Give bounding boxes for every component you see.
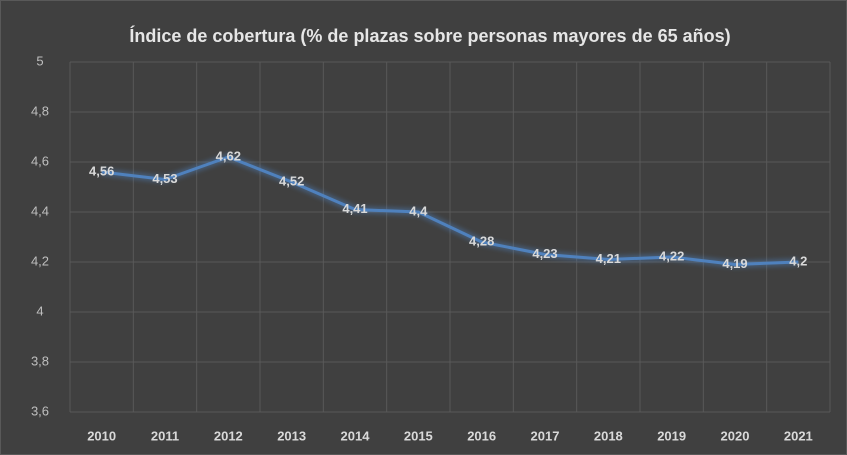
x-tick-label: 2013 (277, 428, 306, 443)
x-tick-label: 2014 (341, 428, 371, 443)
data-label: 4,41 (342, 201, 367, 216)
data-label: 4,23 (532, 246, 557, 261)
x-tick-label: 2019 (657, 428, 686, 443)
data-label: 4,62 (216, 148, 241, 163)
x-tick-label: 2017 (531, 428, 560, 443)
y-tick-label: 4 (36, 303, 43, 318)
y-tick-label: 4,8 (31, 103, 49, 118)
data-label: 4,19 (722, 256, 747, 271)
x-tick-label: 2010 (87, 428, 116, 443)
y-tick-label: 3,8 (31, 353, 49, 368)
x-tick-label: 2012 (214, 428, 243, 443)
chart-title: Índice de cobertura (% de plazas sobre p… (129, 25, 730, 46)
y-tick-label: 4,2 (31, 253, 49, 268)
data-label: 4,22 (659, 248, 684, 263)
y-tick-label: 4,4 (31, 203, 49, 218)
x-tick-label: 2021 (784, 428, 813, 443)
x-tick-label: 2016 (467, 428, 496, 443)
data-label: 4,52 (279, 173, 304, 188)
y-tick-label: 3,6 (31, 403, 49, 418)
x-tick-label: 2015 (404, 428, 433, 443)
data-label: 4,28 (469, 233, 494, 248)
data-label: 4,4 (409, 203, 428, 218)
y-tick-label: 5 (36, 53, 43, 68)
data-label: 4,53 (152, 171, 177, 186)
x-tick-label: 2011 (151, 428, 179, 443)
x-tick-label: 2018 (594, 428, 623, 443)
data-label: 4,56 (89, 163, 114, 178)
x-tick-label: 2020 (721, 428, 750, 443)
data-label: 4,2 (789, 253, 807, 268)
line (101, 155, 799, 266)
data-label: 4,21 (596, 251, 621, 266)
y-tick-label: 4,6 (31, 153, 49, 168)
